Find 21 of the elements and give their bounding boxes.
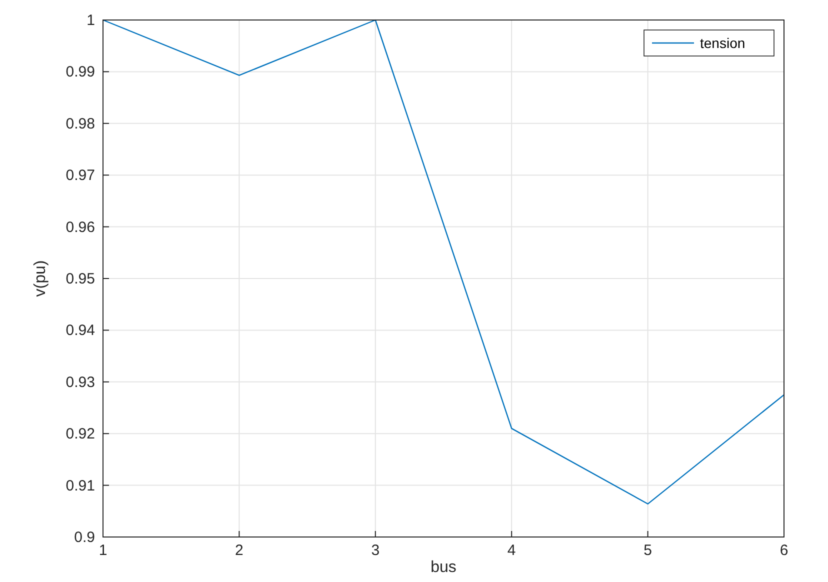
legend-label: tension <box>700 35 746 51</box>
x-tick-label: 1 <box>98 542 108 559</box>
y-tick-label: 0.94 <box>66 322 95 340</box>
y-tick-label: 0.93 <box>66 374 95 391</box>
y-tick-label: 0.91 <box>66 477 95 494</box>
y-tick-label: 1 <box>86 12 95 29</box>
y-tick-label: 0.99 <box>66 64 95 81</box>
y-axis-title: v(pu) <box>32 260 49 297</box>
y-tick-label: 0.98 <box>66 115 95 132</box>
x-axis-title: bus <box>430 559 456 576</box>
x-tick-label: 4 <box>507 542 516 559</box>
y-tick-label: 0.95 <box>66 270 95 288</box>
line-series <box>102 19 785 505</box>
y-tick-label: 0.9 <box>74 529 95 546</box>
y-tick-label: 0.96 <box>66 218 95 236</box>
x-tick-label: 2 <box>235 542 244 559</box>
y-tick-label: 0.97 <box>66 167 95 184</box>
y-tick-label: 0.92 <box>66 426 95 443</box>
x-tick-label: 6 <box>780 542 788 559</box>
x-tick-label: 3 <box>371 542 380 559</box>
x-tick-label: 5 <box>644 542 652 559</box>
